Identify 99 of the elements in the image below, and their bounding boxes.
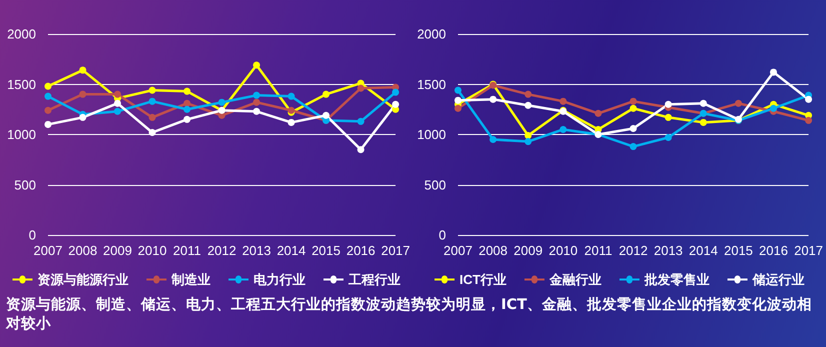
x-tick-label: 2013 bbox=[654, 243, 683, 258]
point bbox=[184, 100, 191, 107]
point bbox=[490, 136, 497, 144]
point bbox=[148, 98, 156, 105]
y-tick-label: 0 bbox=[28, 228, 36, 242]
point bbox=[357, 146, 364, 154]
point bbox=[770, 104, 777, 112]
point bbox=[79, 66, 86, 74]
point bbox=[253, 92, 260, 99]
point bbox=[630, 104, 637, 112]
point bbox=[253, 62, 260, 69]
legend-label: 资源与能源行业 bbox=[38, 272, 128, 287]
point bbox=[114, 90, 122, 98]
x-tick-label: 2010 bbox=[138, 243, 167, 258]
point bbox=[560, 126, 567, 133]
x-tick-label: 2017 bbox=[381, 243, 410, 258]
point bbox=[148, 86, 156, 94]
point bbox=[524, 102, 532, 109]
point bbox=[44, 92, 52, 100]
point bbox=[184, 88, 191, 95]
y-tick-label: 500 bbox=[14, 177, 36, 192]
x-tick-label: 2012 bbox=[618, 243, 648, 258]
point bbox=[357, 84, 364, 92]
point bbox=[560, 98, 567, 105]
x-tick-label: 2013 bbox=[242, 243, 271, 258]
legend-label: 储运行业 bbox=[751, 272, 804, 287]
point bbox=[392, 100, 400, 108]
point bbox=[148, 128, 156, 136]
x-tick-label: 2007 bbox=[34, 243, 62, 258]
x-tick-label: 2014 bbox=[276, 243, 306, 258]
y-tick-label: 2000 bbox=[417, 26, 446, 42]
point bbox=[630, 143, 637, 150]
y-tick-label: 1500 bbox=[417, 76, 446, 92]
legend-label: ICT行业 bbox=[460, 272, 506, 287]
x-tick-label: 2009 bbox=[514, 243, 543, 258]
point bbox=[79, 90, 86, 98]
y-tick-label: 1500 bbox=[7, 76, 36, 92]
y-tick-label: 1000 bbox=[7, 127, 36, 142]
point bbox=[805, 96, 812, 103]
x-tick-label: 2007 bbox=[444, 243, 472, 258]
point bbox=[524, 138, 532, 146]
point bbox=[218, 98, 226, 106]
point bbox=[253, 108, 260, 115]
point bbox=[392, 88, 400, 96]
y-tick-label: 0 bbox=[438, 228, 446, 242]
point bbox=[490, 96, 497, 103]
x-tick-label: 2014 bbox=[688, 243, 718, 258]
point bbox=[44, 82, 52, 90]
x-tick-label: 2015 bbox=[724, 243, 753, 258]
legend-label: 制造业 bbox=[170, 272, 210, 287]
point bbox=[184, 106, 191, 113]
point bbox=[322, 90, 330, 98]
point bbox=[454, 104, 462, 112]
point bbox=[454, 96, 462, 104]
point bbox=[357, 118, 364, 125]
y-tick-label: 500 bbox=[424, 177, 446, 192]
point bbox=[79, 114, 86, 121]
point bbox=[664, 114, 672, 121]
legend-label: 批发零售业 bbox=[643, 272, 710, 287]
point bbox=[322, 112, 330, 119]
point bbox=[630, 98, 637, 105]
point bbox=[630, 124, 637, 132]
x-tick-label: 2012 bbox=[207, 243, 236, 258]
point bbox=[524, 90, 532, 98]
point bbox=[524, 132, 532, 140]
point bbox=[114, 108, 122, 115]
point bbox=[770, 68, 777, 76]
point bbox=[664, 134, 672, 142]
point bbox=[700, 118, 707, 126]
x-tick-label: 2016 bbox=[759, 243, 788, 258]
point bbox=[184, 116, 191, 123]
x-tick-label: 2010 bbox=[548, 243, 578, 258]
point bbox=[700, 100, 707, 107]
point bbox=[114, 100, 122, 107]
point bbox=[288, 92, 295, 100]
point bbox=[805, 116, 812, 124]
x-tick-label: 2008 bbox=[68, 243, 98, 258]
y-tick-label: 1000 bbox=[417, 127, 446, 142]
x-tick-label: 2016 bbox=[346, 243, 376, 258]
point bbox=[734, 100, 742, 107]
point bbox=[253, 98, 260, 106]
x-tick-label: 2011 bbox=[584, 243, 612, 258]
x-tick-label: 2011 bbox=[173, 243, 201, 258]
point bbox=[664, 100, 672, 108]
point bbox=[454, 86, 462, 94]
x-tick-label: 2015 bbox=[312, 243, 340, 258]
x-tick-label: 2008 bbox=[478, 243, 508, 258]
text: 资源与能源、制造、储运、电力、工程五大行业的指数波动趋势较为明显，ICT、金融、批发零售业企业的指数变化波动相对较小 bbox=[6, 296, 813, 334]
legend-label: 工程行业 bbox=[348, 272, 400, 287]
point bbox=[44, 106, 52, 114]
legend-label: 金融行业 bbox=[548, 272, 602, 287]
y-tick-label: 2000 bbox=[7, 26, 36, 42]
x-tick-label: 2017 bbox=[794, 243, 823, 258]
point bbox=[288, 118, 295, 126]
legend-label: 电力行业 bbox=[254, 272, 306, 287]
x-tick-label: 2009 bbox=[103, 243, 132, 258]
point bbox=[44, 120, 52, 128]
point bbox=[594, 110, 602, 117]
point bbox=[148, 114, 156, 121]
